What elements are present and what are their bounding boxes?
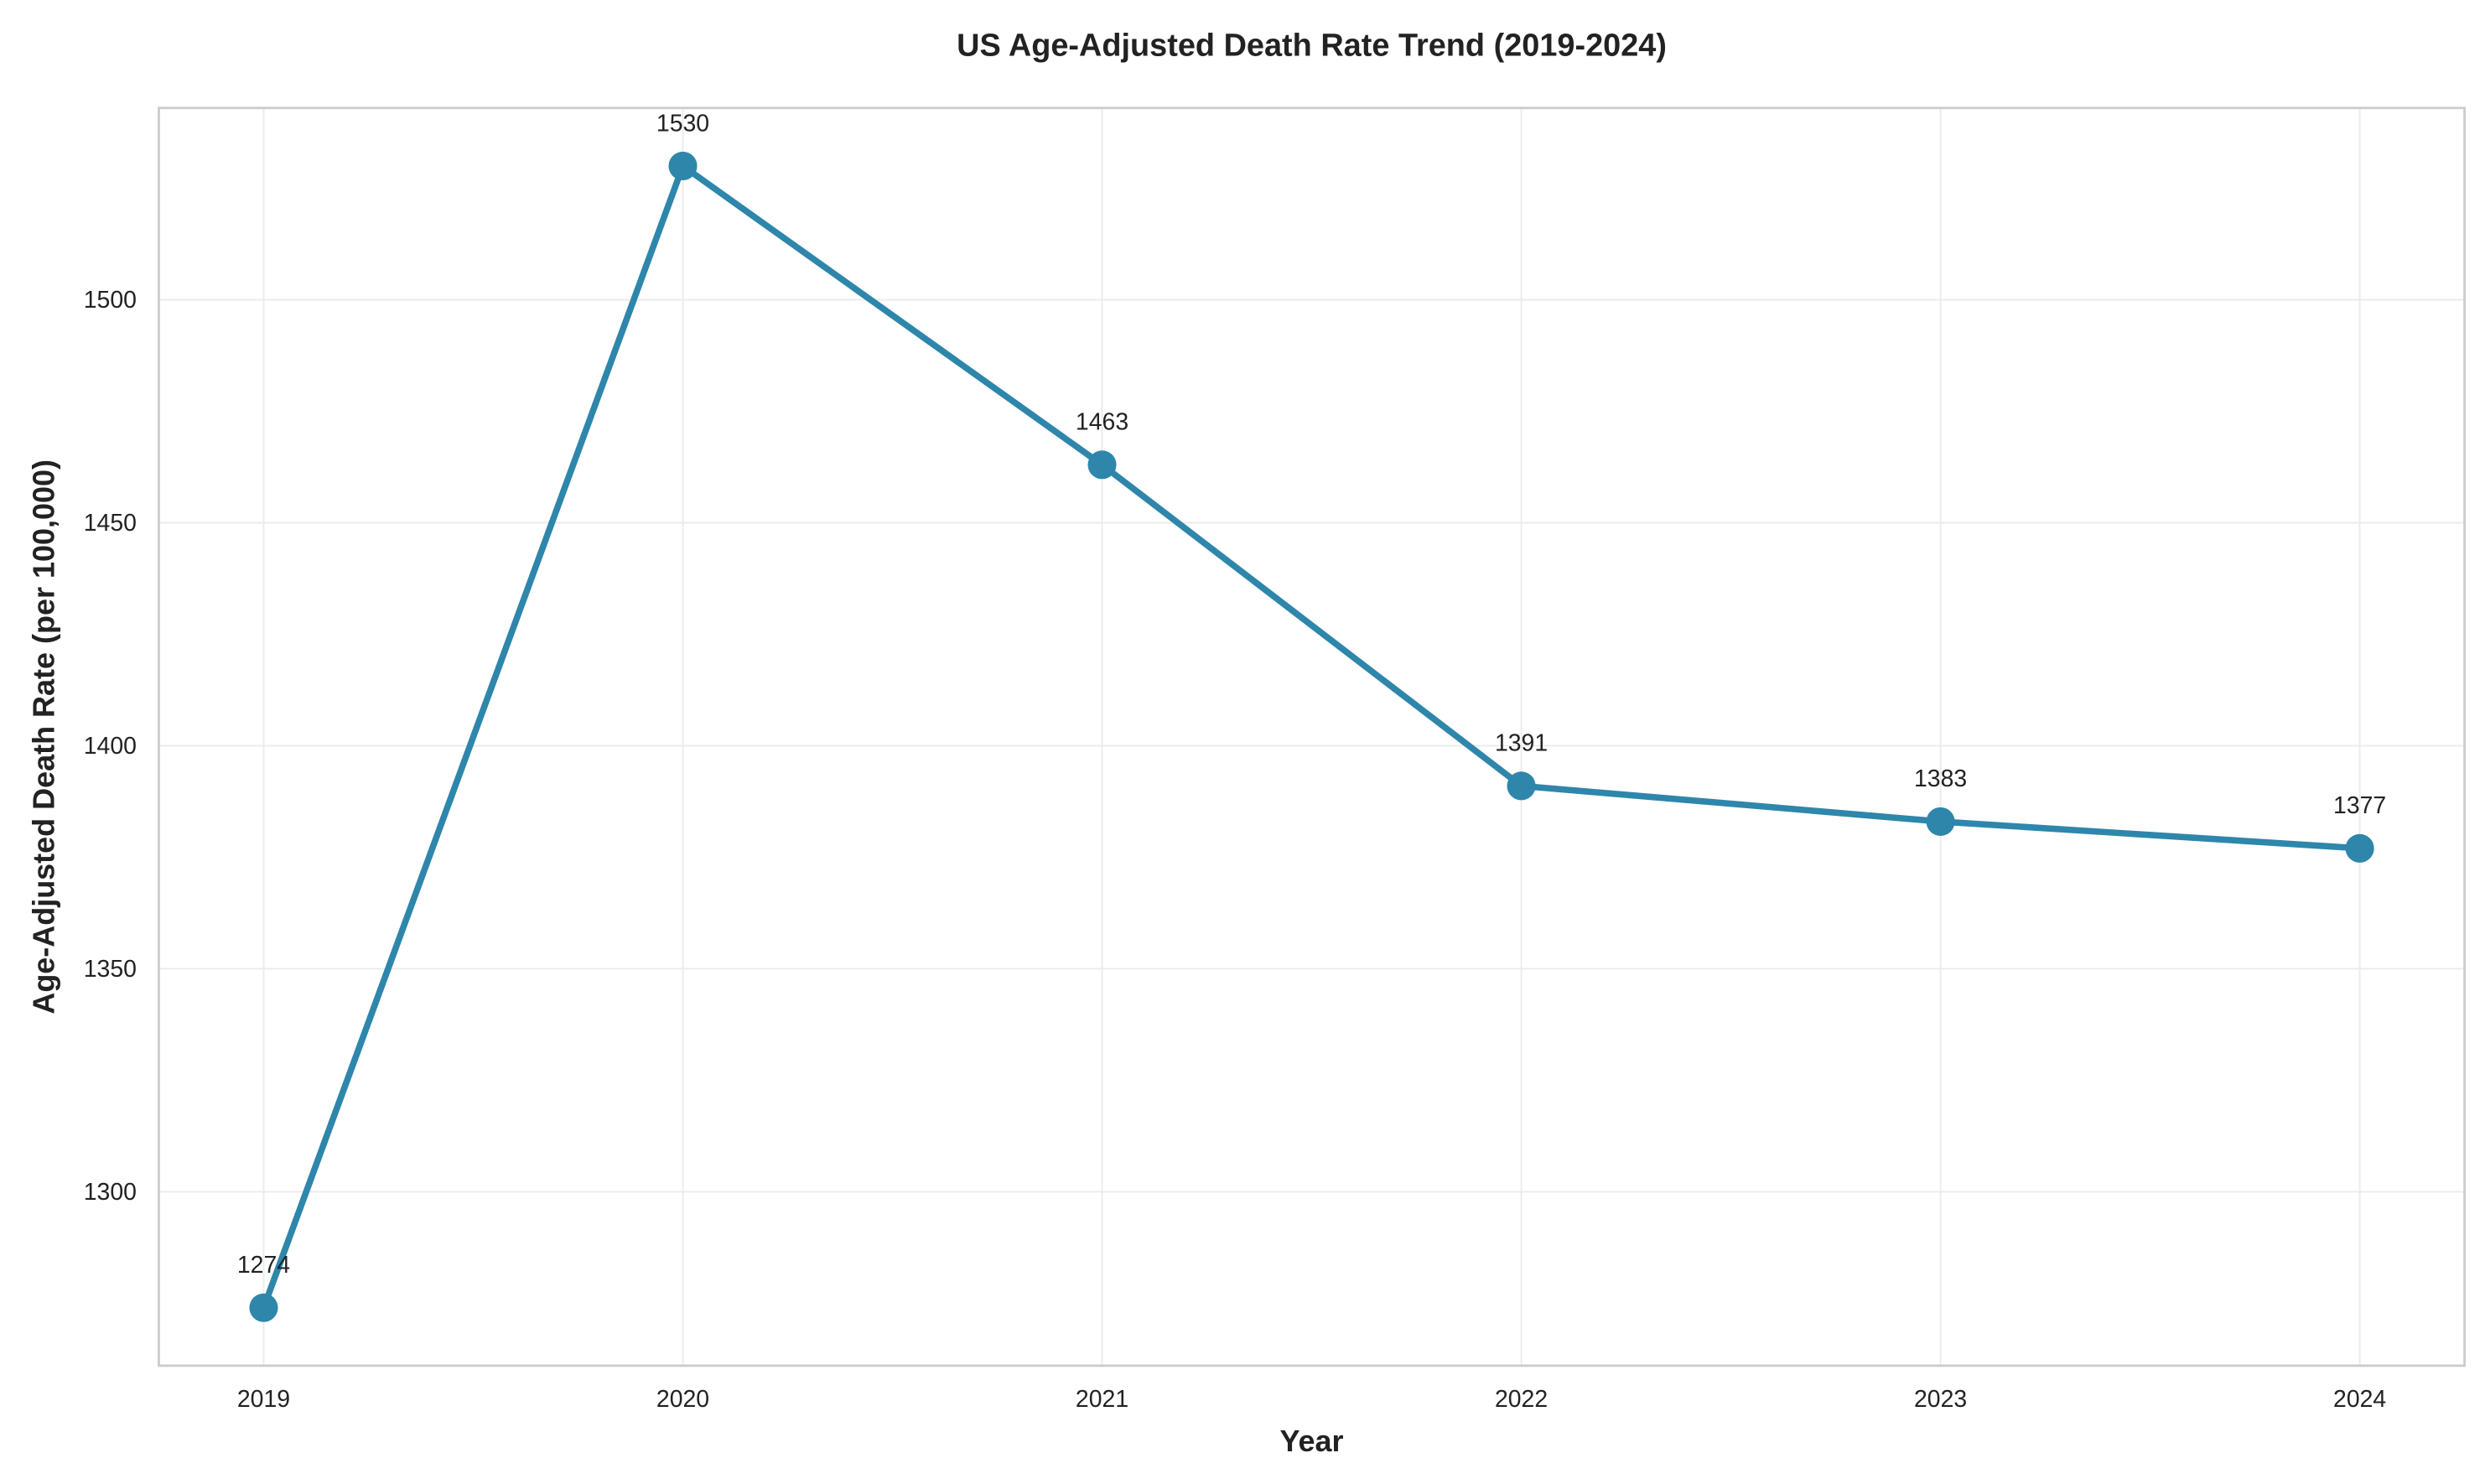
- y-tick-label: 1450: [84, 510, 137, 537]
- data-label: 1377: [2333, 792, 2386, 819]
- data-label: 1391: [1495, 730, 1548, 757]
- x-tick-label: 2022: [1495, 1386, 1548, 1413]
- plot-frame: [158, 106, 2467, 1367]
- data-point: [1507, 771, 1536, 801]
- data-point: [2345, 833, 2374, 863]
- y-tick-label: 1300: [84, 1179, 137, 1206]
- x-tick-label: 2023: [1914, 1386, 1967, 1413]
- y-tick-label: 1400: [84, 733, 137, 760]
- data-label: 1274: [237, 1252, 290, 1279]
- x-tick-label: 2019: [237, 1386, 290, 1413]
- data-label: 1530: [656, 110, 709, 137]
- y-tick-label: 1350: [84, 956, 137, 983]
- y-axis-label: Age-Adjusted Death Rate (per 100,000): [26, 459, 60, 1014]
- x-axis: 2019 2020 2021 2022 2023 2024: [237, 1386, 2386, 1413]
- data-point: [249, 1293, 278, 1322]
- x-tick-label: 2024: [2333, 1386, 2386, 1413]
- series: 1274 1530 1463 1391 1383 1377: [237, 110, 2386, 1322]
- data-label: 1463: [1076, 409, 1128, 436]
- series-line: [260, 163, 2360, 1310]
- chart-title: US Age-Adjusted Death Rate Trend (2019-2…: [957, 28, 1667, 63]
- data-label: 1383: [1914, 765, 1967, 792]
- x-tick-label: 2021: [1076, 1386, 1128, 1413]
- x-axis-label: Year: [1280, 1424, 1344, 1458]
- x-tick-label: 2020: [656, 1386, 709, 1413]
- grid: [158, 107, 2465, 1366]
- data-point: [1926, 807, 1955, 836]
- data-point: [1087, 450, 1117, 480]
- y-tick-label: 1500: [84, 287, 137, 314]
- y-axis: 1300 1350 1400 1450 1500: [84, 287, 137, 1206]
- data-point: [668, 151, 698, 180]
